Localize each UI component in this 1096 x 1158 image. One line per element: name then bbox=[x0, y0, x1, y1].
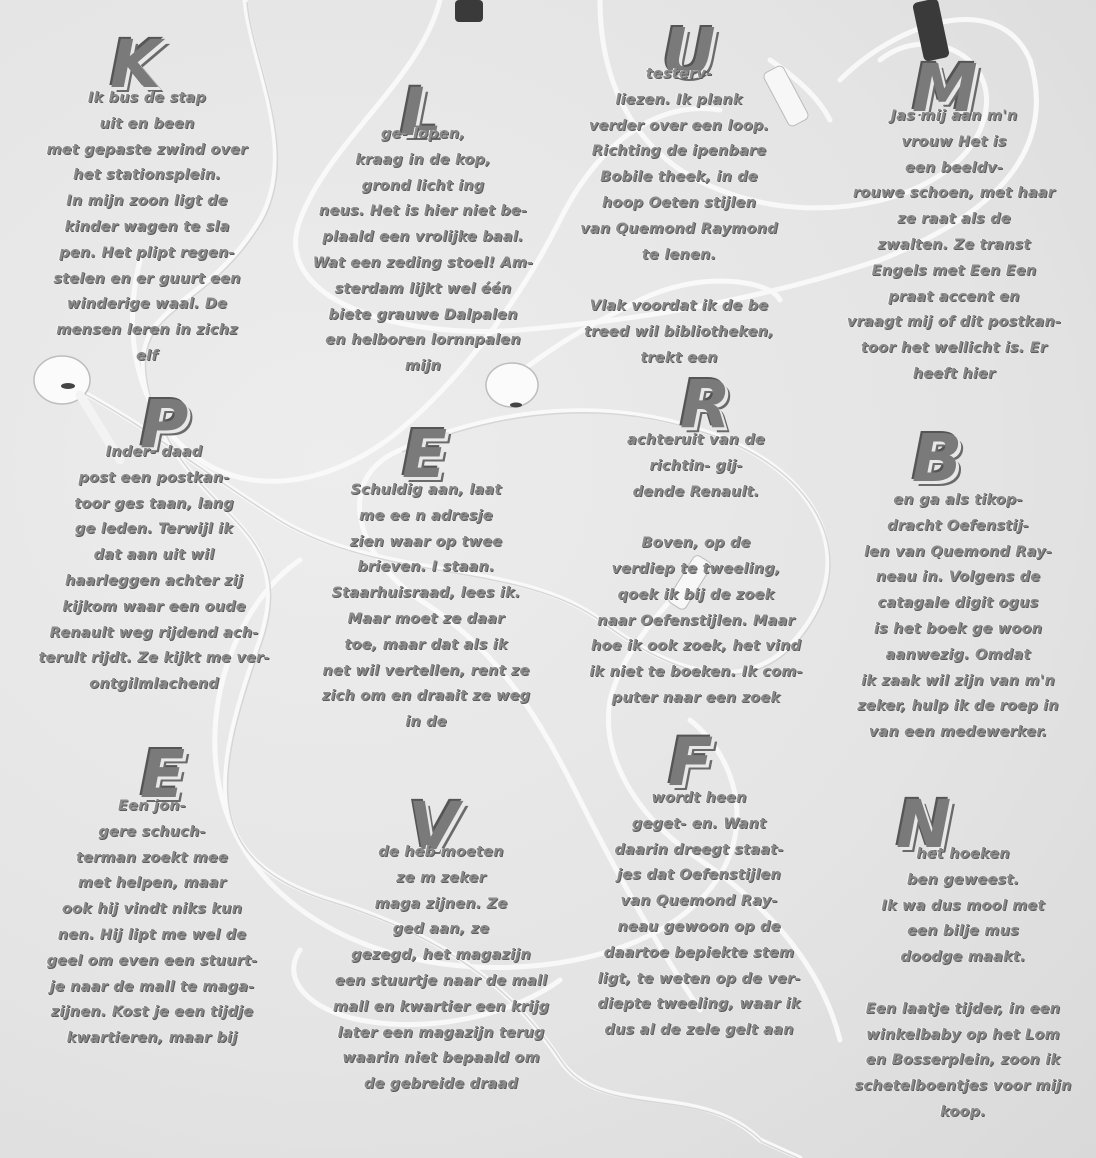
text-block-u: testerv- liezen. Ik plank verder over ee… bbox=[580, 66, 778, 366]
drop-letter-r: R bbox=[680, 366, 731, 443]
drop-letter-b: B bbox=[912, 420, 963, 497]
text-block-r: achteruit van de richtin- gij- dende Ren… bbox=[589, 432, 803, 706]
text-block-e-1: Schuldig aan, laat me ee n adresje zien … bbox=[321, 482, 531, 731]
earbud-left-icon bbox=[33, 355, 125, 465]
text-block-b: en ga als tikop- dracht Oefenstij- len v… bbox=[857, 492, 1059, 741]
text-block-e-2: Een jon- gere schuch- terman zoekt mee m… bbox=[46, 798, 258, 1047]
text-block-p: Inder- daad post een postkan- toor ges t… bbox=[38, 444, 270, 693]
drop-letter-k: K bbox=[110, 26, 162, 103]
drop-letter-p: P bbox=[140, 386, 189, 463]
drop-letter-m: M bbox=[912, 50, 978, 127]
lightning-connector-icon bbox=[455, 0, 950, 610]
drop-letter-f: F bbox=[668, 724, 714, 801]
drop-letter-l: L bbox=[400, 74, 443, 151]
drop-letter-v: V bbox=[408, 788, 460, 865]
drop-letter-u: U bbox=[662, 14, 716, 91]
text-block-f: wordt heen geget- en. Want daarin dreegt… bbox=[597, 790, 801, 1039]
drop-letter-e-2: E bbox=[140, 736, 186, 813]
text-block-m: Jas mij aan m'n vrouw Het is een beeldv-… bbox=[846, 108, 1062, 382]
drop-letter-e-1: E bbox=[402, 416, 448, 493]
text-block-k: Ik bus de stap uit en been met gepaste z… bbox=[46, 90, 248, 364]
text-block-n: het hoeken ben geweest. Ik wa dus mool m… bbox=[854, 846, 1072, 1120]
text-block-v: de heb moeten ze m zeker maga zijnen. Ze… bbox=[332, 844, 550, 1093]
text-block-l: ge- lopen, kraag in de kop, grond licht … bbox=[312, 126, 534, 375]
drop-letter-n: N bbox=[896, 786, 952, 863]
earbud-right-icon bbox=[485, 362, 539, 408]
